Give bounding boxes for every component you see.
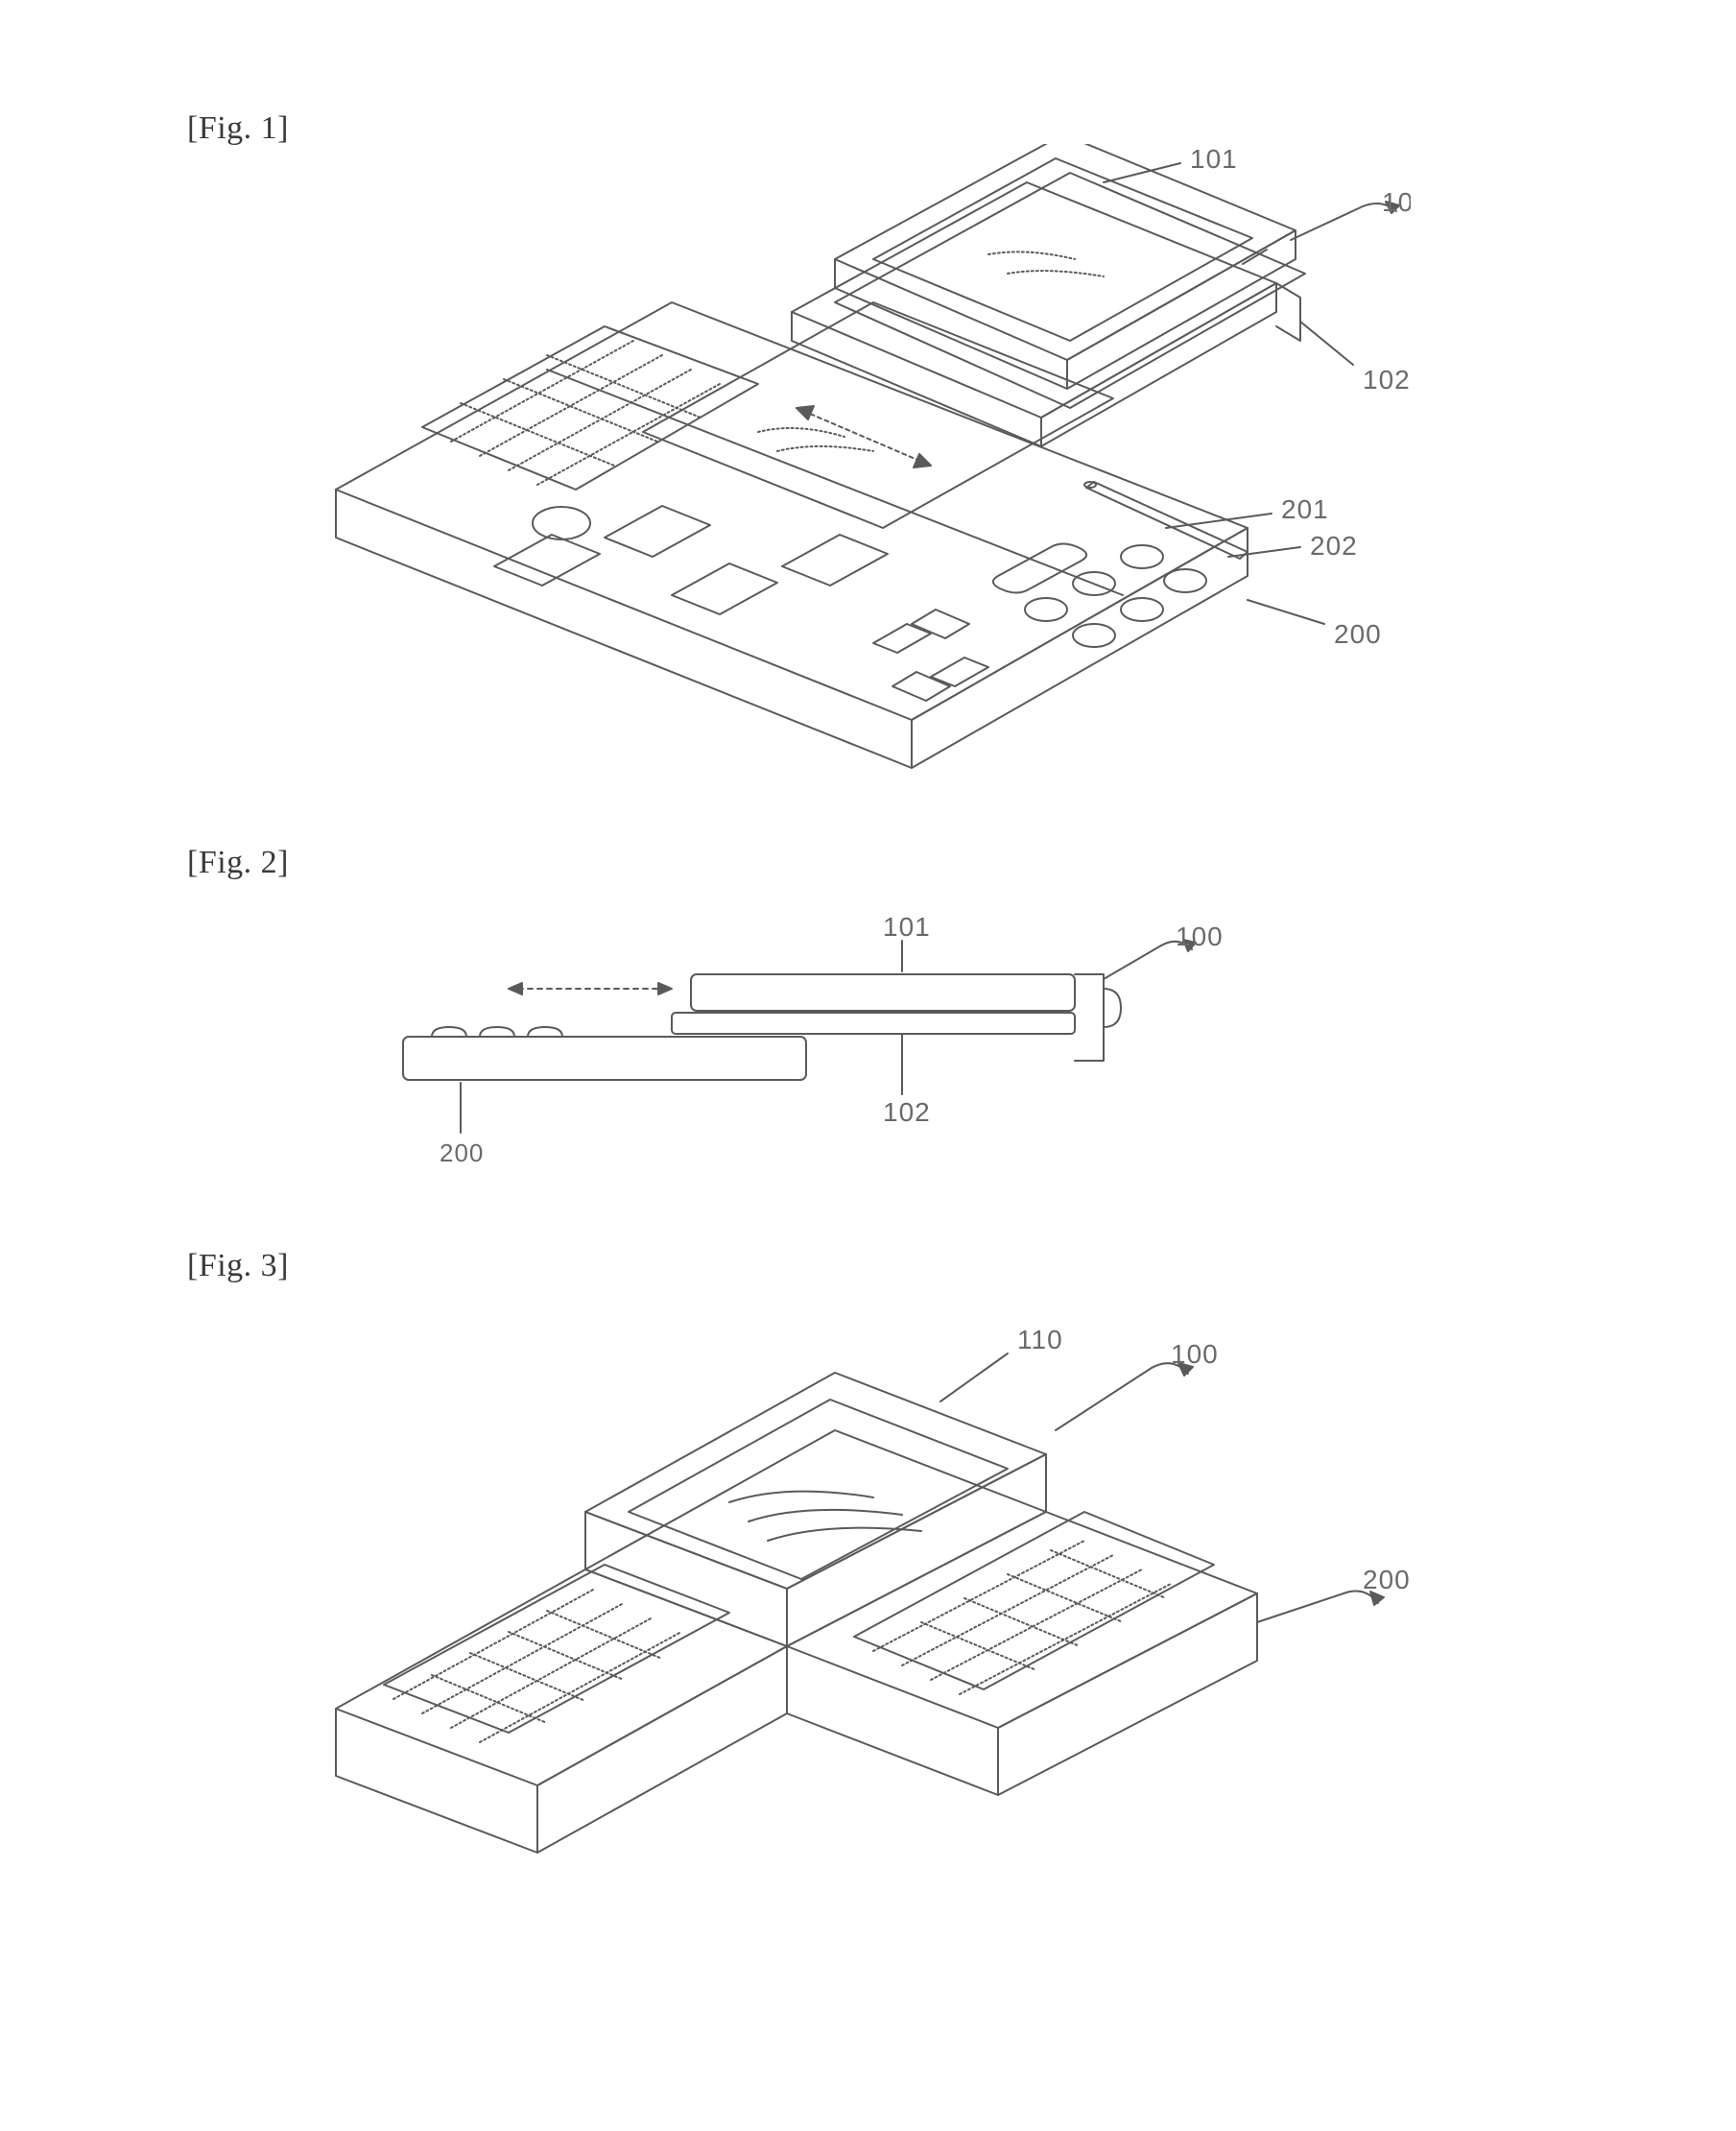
fig2-drawing: 101 100 102 200: [365, 893, 1228, 1200]
fig2-ref-100: 100: [1176, 922, 1224, 951]
fig3-label: [Fig. 3]: [187, 1248, 289, 1284]
fig2-ref-101: 101: [883, 912, 931, 942]
fig1-ref-200: 200: [1334, 619, 1382, 649]
fig3-drawing: 110 100 200: [250, 1296, 1449, 2064]
fig1-ref-101: 101: [1190, 144, 1238, 174]
fig2-ref-102: 102: [883, 1097, 931, 1127]
fig2-ref-200: 200: [440, 1138, 484, 1167]
fig3-ref-200: 200: [1363, 1565, 1411, 1594]
fig1-ref-102: 102: [1363, 365, 1411, 395]
fig1-ref-202: 202: [1310, 531, 1358, 561]
fig2-label: [Fig. 2]: [187, 845, 289, 881]
fig1-drawing: 101 100 102 201 202 200: [259, 144, 1411, 816]
fig1-ref-201: 201: [1281, 494, 1329, 524]
fig1-ref-100: 100: [1382, 187, 1411, 217]
patent-page: [Fig. 1]: [0, 0, 1736, 2131]
fig3-ref-110: 110: [1017, 1325, 1063, 1354]
fig1-label: [Fig. 1]: [187, 110, 289, 147]
fig3-ref-100: 100: [1171, 1339, 1219, 1369]
